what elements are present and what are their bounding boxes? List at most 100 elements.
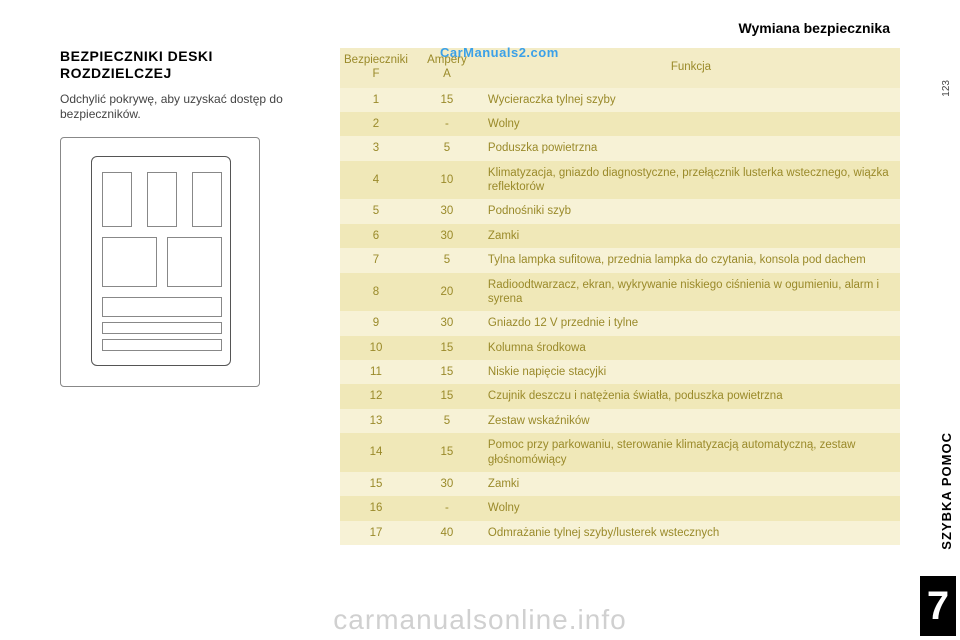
cell-fuse: 12 — [340, 384, 412, 408]
cell-fuse: 2 — [340, 112, 412, 136]
left-column: BEZPIECZNIKI DESKI ROZDZIELCZEJ Odchylić… — [60, 48, 325, 545]
table-row: 630Zamki — [340, 224, 900, 248]
fusebox-diagram — [60, 137, 260, 387]
table-body: 115Wycieraczka tylnej szyby2-Wolny35Podu… — [340, 88, 900, 546]
table-row: 2-Wolny — [340, 112, 900, 136]
cell-fuse: 3 — [340, 136, 412, 160]
table-row: 75Tylna lampka sufitowa, przednia lampka… — [340, 248, 900, 272]
content-area: BEZPIECZNIKI DESKI ROZDZIELCZEJ Odchylić… — [60, 48, 900, 545]
table-row: 820Radioodtwarzacz, ekran, wykrywanie ni… — [340, 273, 900, 312]
table-row: 530Podnośniki szyb — [340, 199, 900, 223]
cell-function: Klimatyzacja, gniazdo diagnostyczne, prz… — [482, 161, 900, 200]
col-header-line: Ampery — [427, 54, 467, 66]
manual-page: Wymiana bezpiecznika CarManuals2.com BEZ… — [0, 0, 920, 640]
section-title: BEZPIECZNIKI DESKI ROZDZIELCZEJ — [60, 48, 325, 82]
cell-fuse: 8 — [340, 273, 412, 312]
cell-amp: 30 — [412, 472, 482, 496]
cell-fuse: 17 — [340, 521, 412, 545]
page-header: Wymiana bezpiecznika — [60, 20, 900, 36]
fuse-table: Bezpieczniki F Ampery A Funkcja 115Wycie… — [340, 48, 900, 545]
cell-fuse: 15 — [340, 472, 412, 496]
cell-amp: 30 — [412, 311, 482, 335]
cell-fuse: 13 — [340, 409, 412, 433]
cell-function: Zestaw wskaźników — [482, 409, 900, 433]
cell-amp: 15 — [412, 88, 482, 112]
col-header-amp: Ampery A — [412, 48, 482, 88]
fuse-slot — [102, 237, 157, 287]
col-header-line: Bezpieczniki — [344, 54, 408, 66]
fuse-slot-row — [102, 339, 222, 351]
table-row: 1740Odmrażanie tylnej szyby/lusterek wst… — [340, 521, 900, 545]
cell-function: Zamki — [482, 472, 900, 496]
fuse-table-wrapper: Bezpieczniki F Ampery A Funkcja 115Wycie… — [340, 48, 900, 545]
table-row: 1530Zamki — [340, 472, 900, 496]
page-number: 123 — [941, 80, 952, 97]
cell-fuse: 4 — [340, 161, 412, 200]
table-row: 1015Kolumna środkowa — [340, 336, 900, 360]
cell-amp: 10 — [412, 161, 482, 200]
section-label: SZYBKA POMOC — [939, 432, 954, 550]
table-row: 1215Czujnik deszczu i natężenia światła,… — [340, 384, 900, 408]
table-row: 135Zestaw wskaźników — [340, 409, 900, 433]
fuse-slot — [102, 172, 132, 227]
chapter-number: 7 — [920, 576, 956, 636]
cell-function: Czujnik deszczu i natężenia światła, pod… — [482, 384, 900, 408]
cell-amp: 5 — [412, 409, 482, 433]
cell-function: Wolny — [482, 112, 900, 136]
table-row: 16-Wolny — [340, 496, 900, 520]
cell-amp: 5 — [412, 136, 482, 160]
cell-fuse: 6 — [340, 224, 412, 248]
cell-function: Podnośniki szyb — [482, 199, 900, 223]
cell-amp: 15 — [412, 360, 482, 384]
cell-function: Poduszka powietrzna — [482, 136, 900, 160]
table-row: 115Wycieraczka tylnej szyby — [340, 88, 900, 112]
cell-fuse: 16 — [340, 496, 412, 520]
table-row: 930Gniazdo 12 V przednie i tylne — [340, 311, 900, 335]
cell-amp: - — [412, 496, 482, 520]
cell-amp: 15 — [412, 433, 482, 472]
cell-function: Tylna lampka sufitowa, przednia lampka d… — [482, 248, 900, 272]
cell-fuse: 7 — [340, 248, 412, 272]
cell-fuse: 5 — [340, 199, 412, 223]
cell-fuse: 10 — [340, 336, 412, 360]
fusebox-outline — [91, 156, 231, 366]
fuse-slot — [147, 172, 177, 227]
section-description: Odchylić pokrywę, aby uzyskać dostęp do … — [60, 92, 325, 123]
table-row: 35Poduszka powietrzna — [340, 136, 900, 160]
table-head: Bezpieczniki F Ampery A Funkcja — [340, 48, 900, 88]
cell-fuse: 9 — [340, 311, 412, 335]
cell-amp: 15 — [412, 336, 482, 360]
cell-amp: - — [412, 112, 482, 136]
title-line-2: ROZDZIELCZEJ — [60, 65, 172, 81]
table-row: 1115Niskie napięcie stacyjki — [340, 360, 900, 384]
cell-function: Gniazdo 12 V przednie i tylne — [482, 311, 900, 335]
fuse-slot — [192, 172, 222, 227]
fuse-slot-row — [102, 322, 222, 334]
header-title: Wymiana bezpiecznika — [739, 20, 890, 36]
right-sidebar: 123 SZYBKA POMOC 7 — [920, 0, 960, 640]
cell-function: Zamki — [482, 224, 900, 248]
cell-amp: 30 — [412, 199, 482, 223]
cell-amp: 30 — [412, 224, 482, 248]
cell-function: Radioodtwarzacz, ekran, wykrywanie niski… — [482, 273, 900, 312]
cell-fuse: 11 — [340, 360, 412, 384]
cell-fuse: 1 — [340, 88, 412, 112]
cell-amp: 40 — [412, 521, 482, 545]
fuse-slot — [167, 237, 222, 287]
cell-function: Wycieraczka tylnej szyby — [482, 88, 900, 112]
col-header-function: Funkcja — [482, 48, 900, 88]
cell-function: Kolumna środkowa — [482, 336, 900, 360]
cell-function: Wolny — [482, 496, 900, 520]
col-header-line: F — [372, 68, 379, 80]
cell-function: Odmrażanie tylnej szyby/lusterek wsteczn… — [482, 521, 900, 545]
table-row: 410Klimatyzacja, gniazdo diagnostyczne, … — [340, 161, 900, 200]
table-row: 1415Pomoc przy parkowaniu, sterowanie kl… — [340, 433, 900, 472]
fuse-slot — [102, 297, 222, 317]
cell-amp: 20 — [412, 273, 482, 312]
cell-amp: 5 — [412, 248, 482, 272]
cell-function: Pomoc przy parkowaniu, sterowanie klimat… — [482, 433, 900, 472]
cell-fuse: 14 — [340, 433, 412, 472]
col-header-line: A — [443, 68, 451, 80]
cell-amp: 15 — [412, 384, 482, 408]
cell-function: Niskie napięcie stacyjki — [482, 360, 900, 384]
